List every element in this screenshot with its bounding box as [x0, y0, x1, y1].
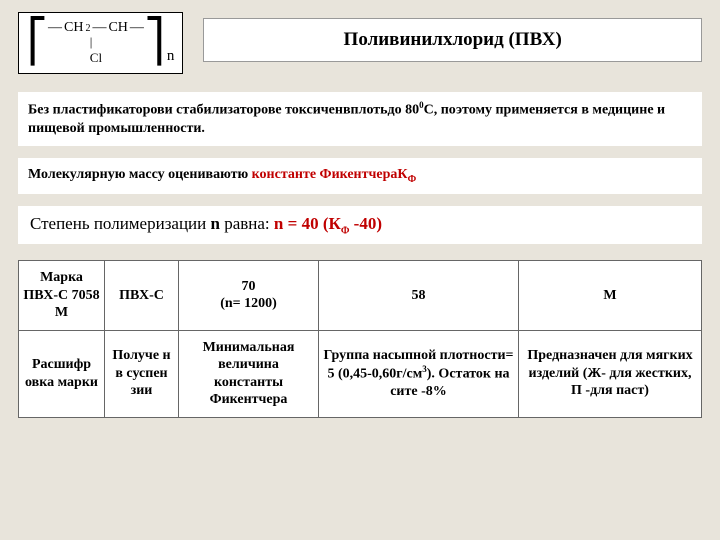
- top-row: ⎡ — CH2 — CH — | Cl ⎤ n Поливинилхлорид …: [18, 12, 702, 74]
- cell-70: 70(n= 1200): [179, 261, 319, 331]
- cell-m: М: [519, 261, 702, 331]
- bracket-right: ⎤: [144, 26, 165, 60]
- table-row: Марка ПВХ-С 7058 М ПВХ-С 70(n= 1200) 58 …: [19, 261, 702, 331]
- formula-inner: — CH2 — CH — | Cl: [48, 20, 144, 66]
- cell-density: Группа насыпной плотности= 5 (0,45-0,60г…: [319, 330, 519, 417]
- formula-n: n: [167, 48, 175, 65]
- paragraph-mass: Молекулярную массу оцениваютю константе …: [18, 158, 702, 194]
- cell-grade: Марка ПВХ-С 7058 М: [19, 261, 105, 331]
- paragraph-toxicity: Без пластификаторови стабилизаторове ток…: [18, 92, 702, 146]
- cell-58: 58: [319, 261, 519, 331]
- chemical-formula: ⎡ — CH2 — CH — | Cl ⎤ n: [18, 12, 183, 74]
- formula-line-2: | Cl: [90, 34, 102, 66]
- grade-table: Марка ПВХ-С 7058 М ПВХ-С 70(n= 1200) 58 …: [18, 260, 702, 418]
- cell-fikentcher: Минимальная величина константы Фикентчер…: [179, 330, 319, 417]
- paragraph-polymerization: Степень полимеризации n равна: n = 40 (К…: [18, 206, 702, 244]
- cell-suspension: Получе н в суспен зии: [105, 330, 179, 417]
- cell-pvcs: ПВХ-С: [105, 261, 179, 331]
- cell-purpose: Предназначен для мягких изделий (Ж- для …: [519, 330, 702, 417]
- table-row: Расшифр овка марки Получе н в суспен зии…: [19, 330, 702, 417]
- bracket-left: ⎡: [27, 26, 48, 60]
- cell-decode: Расшифр овка марки: [19, 330, 105, 417]
- page-title: Поливинилхлорид (ПВХ): [203, 18, 702, 62]
